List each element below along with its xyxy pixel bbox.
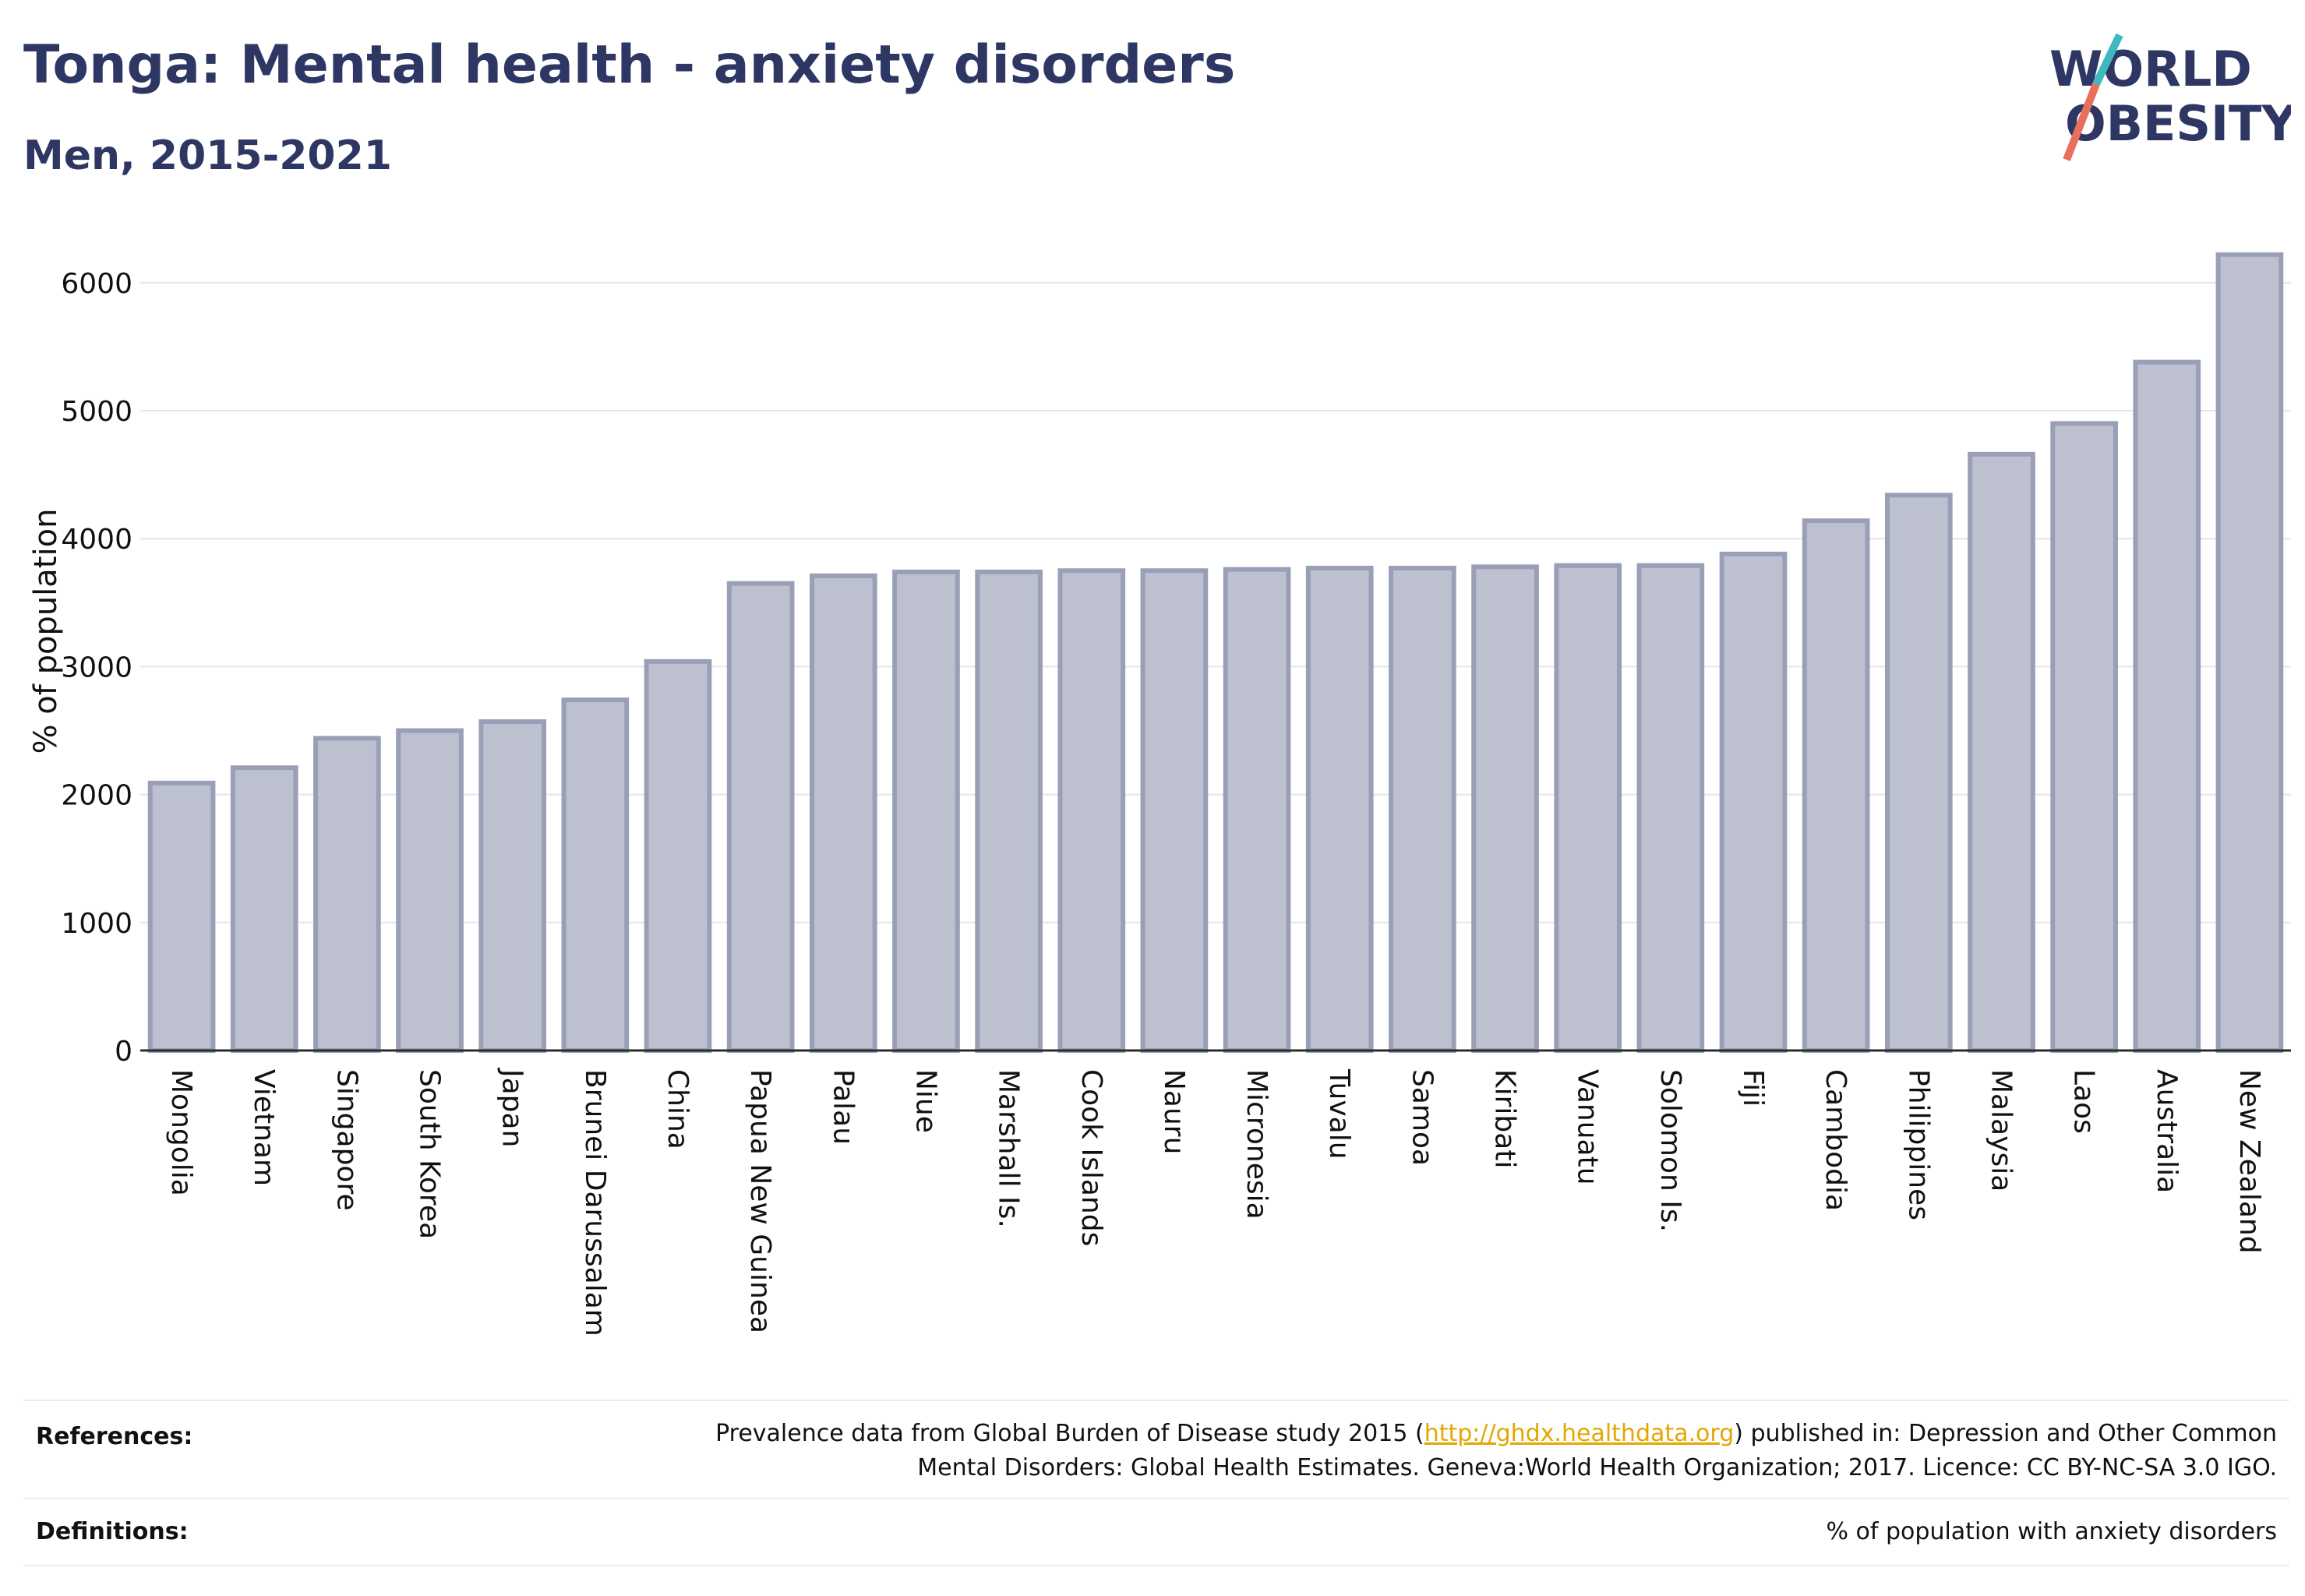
- x-tick-label: Solomon Is.: [1654, 1069, 1686, 1232]
- bar[interactable]: [2215, 252, 2284, 1053]
- references-label: References:: [36, 1423, 193, 1450]
- bar[interactable]: [147, 780, 216, 1054]
- logo-slash-bottom: [2063, 83, 2100, 161]
- logo-slash-top: [2092, 33, 2123, 87]
- x-tick-label: Marshall Is.: [993, 1069, 1025, 1228]
- x-tick-label: Nauru: [1158, 1069, 1190, 1154]
- bar[interactable]: [396, 728, 464, 1053]
- x-tick-label: Philippines: [1902, 1069, 1934, 1220]
- logo-line1: WORLD: [2049, 41, 2252, 97]
- bar[interactable]: [2050, 421, 2118, 1053]
- x-tick-label: Singapore: [330, 1069, 362, 1211]
- y-axis-label: % of population: [28, 509, 64, 754]
- x-tick-label: Laos: [2068, 1069, 2100, 1134]
- x-tick-label: China: [662, 1069, 694, 1149]
- references-text-before: Prevalence data from Global Burden of Di…: [715, 1420, 1424, 1447]
- bar[interactable]: [1471, 564, 1539, 1053]
- category-labels: Mongolia Vietnam Singapore South Korea Japan…: [165, 1068, 2265, 1336]
- x-tick-label: Brunei Darussalam: [579, 1069, 611, 1336]
- bar[interactable]: [1389, 565, 1456, 1053]
- bar[interactable]: [1636, 563, 1705, 1053]
- logo-line2: OBESITY: [2065, 95, 2291, 152]
- bar[interactable]: [726, 581, 795, 1053]
- bar[interactable]: [892, 569, 960, 1053]
- chart-subtitle: Men, 2015-2021: [23, 132, 392, 179]
- x-tick-label: Cambodia: [1820, 1069, 1851, 1211]
- bar[interactable]: [1554, 563, 1622, 1053]
- bar[interactable]: [1305, 565, 1374, 1053]
- references-text-after: ) published in: Depression and Other Com…: [917, 1420, 2277, 1481]
- bar[interactable]: [809, 573, 877, 1053]
- y-tick-label: 3000: [61, 651, 132, 683]
- y-tick-label: 0: [115, 1036, 132, 1068]
- bar[interactable]: [1223, 567, 1291, 1053]
- x-tick-label: Japan: [496, 1068, 528, 1147]
- references-link[interactable]: http://ghdx.healthdata.org: [1424, 1420, 1735, 1447]
- x-tick-label: Australia: [2151, 1069, 2183, 1193]
- bar[interactable]: [1057, 568, 1126, 1053]
- bar-chart: 0 1000 2000 3000 4000 5000 6000 Mongolia Vietna…: [28, 252, 2291, 1336]
- definitions-row: Definitions: % of population with anxiet…: [23, 1498, 2289, 1566]
- x-tick-label: Kiribati: [1489, 1069, 1521, 1168]
- definitions-label: Definitions:: [36, 1518, 189, 1545]
- bar[interactable]: [1140, 568, 1209, 1053]
- x-tick-label: Malaysia: [1985, 1069, 2017, 1192]
- y-tick-label: 6000: [61, 268, 132, 300]
- y-tick-label: 1000: [61, 908, 132, 940]
- bar[interactable]: [644, 659, 712, 1053]
- bar[interactable]: [313, 736, 381, 1053]
- x-tick-label: Vietnam: [248, 1069, 280, 1186]
- x-tick-label: Vanuatu: [1572, 1069, 1604, 1185]
- bar[interactable]: [975, 569, 1043, 1053]
- bar[interactable]: [1884, 493, 1953, 1053]
- bar[interactable]: [230, 765, 298, 1053]
- bar[interactable]: [1802, 518, 1870, 1053]
- x-tick-label: Papua New Guinea: [744, 1069, 776, 1333]
- chart-title: Tonga: Mental health - anxiety disorders: [23, 34, 1236, 96]
- bar[interactable]: [2133, 359, 2201, 1053]
- bars: [147, 252, 2284, 1054]
- x-tick-label: South Korea: [414, 1069, 446, 1239]
- y-tick-label: 5000: [61, 396, 132, 428]
- axes: 0 1000 2000 3000 4000 5000 6000: [61, 268, 2291, 1068]
- bar[interactable]: [561, 697, 630, 1053]
- y-tick-label: 2000: [61, 780, 132, 812]
- references-text: Prevalence data from Global Burden of Di…: [641, 1417, 2277, 1485]
- references-row: References: Prevalence data from Global …: [23, 1400, 2289, 1498]
- bar[interactable]: [1968, 451, 2035, 1053]
- x-tick-label: Mongolia: [165, 1069, 197, 1196]
- world-obesity-logo: WORLD OBESITY: [2049, 33, 2291, 161]
- bar[interactable]: [478, 719, 547, 1053]
- x-tick-label: Fiji: [1737, 1069, 1769, 1107]
- x-tick-label: Cook Islands: [1075, 1069, 1107, 1246]
- x-tick-label: Palau: [827, 1069, 859, 1145]
- x-tick-label: Niue: [909, 1069, 941, 1133]
- bar[interactable]: [1719, 551, 1788, 1053]
- definitions-text: % of population with anxiety disorders: [1826, 1518, 2277, 1545]
- x-tick-label: Tuvalu: [1323, 1068, 1355, 1160]
- y-tick-label: 4000: [61, 524, 132, 556]
- x-tick-label: New Zealand: [2233, 1069, 2265, 1254]
- x-tick-label: Micronesia: [1241, 1069, 1273, 1220]
- x-tick-label: Samoa: [1406, 1069, 1438, 1166]
